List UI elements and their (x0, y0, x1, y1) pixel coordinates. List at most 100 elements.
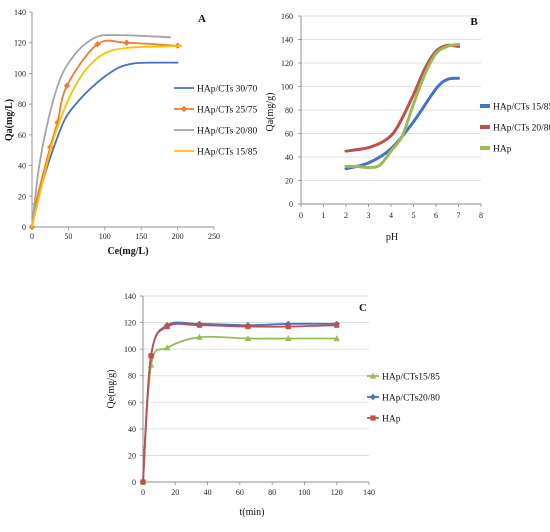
data-point (285, 335, 292, 342)
series-1 (31, 61, 179, 228)
legend-item: HAp (480, 145, 512, 155)
x-tick-label: 3 (367, 211, 371, 220)
series-1 (139, 333, 340, 485)
legend-item: HAp/CTs 15/85 (480, 103, 550, 113)
legend-marker (180, 105, 188, 113)
y-tick-label: 120 (124, 319, 136, 328)
data-point (54, 119, 61, 126)
data-point (334, 322, 340, 328)
y-tick-label: 20 (285, 177, 293, 186)
x-tick-label: 100 (298, 488, 310, 497)
data-point (285, 323, 291, 330)
data-point (244, 335, 252, 342)
x-tick-label: 8 (479, 211, 483, 220)
legend-label: HAp/CTs 15/85 (197, 148, 258, 158)
legend-label: HAp (382, 415, 401, 425)
legend-item: HAp/CTs20/80 (367, 394, 440, 404)
y-tick-label: 20 (128, 451, 136, 460)
x-tick-label: 5 (412, 211, 416, 220)
data-point (47, 143, 54, 151)
series-4 (31, 44, 183, 228)
x-axis-title: t(min) (240, 507, 265, 518)
x-tick-label: 200 (172, 232, 184, 241)
y-tick-label: 60 (285, 130, 293, 139)
y-tick-label: 120 (14, 39, 26, 48)
x-tick-label: 120 (331, 488, 343, 497)
chart-a: 0 20 40 60 80 100 120 140 0 50 100 150 200 250 Ce(mg/L… (4, 8, 258, 257)
data-point (245, 323, 251, 330)
data-point (196, 333, 203, 340)
data-point (123, 39, 130, 46)
y-tick-label: 40 (285, 153, 293, 162)
panel-label: A (198, 13, 206, 25)
x-tick-label: 1 (322, 211, 326, 220)
legend-item: HAp/CTs15/85 (367, 373, 440, 383)
data-point (148, 353, 154, 359)
x-tick-label: 0 (30, 232, 34, 241)
legend: HAp/CTs 15/85 HAp/CTs 20/80 HAp (480, 103, 550, 155)
x-axis-title: Ce(mg/L) (107, 246, 148, 257)
legend-item: HAp/CTs 20/80 (174, 127, 258, 137)
x-tick-label: 150 (135, 232, 147, 241)
y-axis-title: Qa(mg/L) (4, 99, 15, 141)
y-tick-label: 0 (132, 478, 136, 487)
x-tick-label: 80 (268, 488, 276, 497)
data-point (140, 479, 146, 485)
data-point (94, 41, 101, 48)
series-1 (344, 76, 460, 171)
x-tick-label: 60 (236, 488, 244, 497)
x-tick-label: 0 (141, 488, 145, 497)
legend-marker (369, 393, 377, 401)
series-2 (344, 43, 460, 153)
y-tick-label: 120 (281, 59, 293, 68)
x-tick-label: 4 (389, 211, 393, 220)
legend-label: HAp/CTs 20/80 (493, 124, 550, 134)
y-tick-label: 40 (18, 162, 26, 171)
x-tick-label: 6 (434, 211, 438, 220)
legend: HAp/CTs15/85 HAp/CTs20/80 HAp (367, 373, 440, 425)
legend-item: HAp/CTs 30/70 (174, 85, 258, 95)
series-line (142, 322, 338, 483)
legend-item: HAp (367, 415, 401, 425)
y-tick-label: 100 (281, 83, 293, 92)
series-3 (31, 34, 172, 228)
data-point (196, 322, 203, 328)
y-tick-label: 40 (128, 425, 136, 434)
panel-label: C (359, 302, 367, 314)
y-tick-label: 60 (128, 398, 136, 407)
series-3 (344, 42, 460, 170)
y-tick-label: 100 (124, 345, 136, 354)
legend-item: HAp/CTs 25/75 (174, 106, 258, 116)
y-tick-label: 140 (281, 36, 293, 45)
legend: HAp/CTs 30/70 HAp/CTs 25/75 HAp/CTs 20/80 H… (174, 85, 258, 158)
legend-item: HAp/CTs 20/80 (480, 124, 550, 134)
x-axis-title: pH (386, 232, 398, 243)
y-tick-label: 140 (14, 8, 26, 17)
series-line (31, 39, 179, 228)
legend-label: HAp/CTs 15/85 (493, 103, 550, 113)
x-tick-label: 40 (204, 488, 212, 497)
x-tick-label: 50 (64, 232, 72, 241)
panel-label: B (470, 16, 478, 28)
y-tick-label: 80 (128, 372, 136, 381)
legend-label: HAp/CTs15/85 (382, 373, 440, 383)
x-tick-label: 140 (363, 488, 375, 497)
legend-label: HAp/CTs 20/80 (197, 127, 258, 137)
x-tick-label: 7 (457, 211, 461, 220)
y-axis-title: Qa(mg/g) (265, 93, 276, 132)
series-line (31, 61, 179, 228)
y-tick-label: 20 (18, 192, 26, 201)
y-tick-label: 160 (281, 12, 293, 21)
legend-label: HAp/CTs 25/75 (197, 106, 258, 116)
data-point (333, 335, 340, 342)
series-line (344, 42, 460, 170)
series-3 (140, 322, 340, 485)
legend-item: HAp/CTs 15/85 (174, 148, 258, 158)
series-2 (28, 39, 181, 231)
x-tick-label: 20 (171, 488, 179, 497)
series-line (344, 43, 460, 153)
y-tick-label: 80 (285, 106, 293, 115)
series-line (142, 335, 338, 483)
legend-marker (370, 415, 376, 421)
legend-marker (369, 372, 377, 379)
